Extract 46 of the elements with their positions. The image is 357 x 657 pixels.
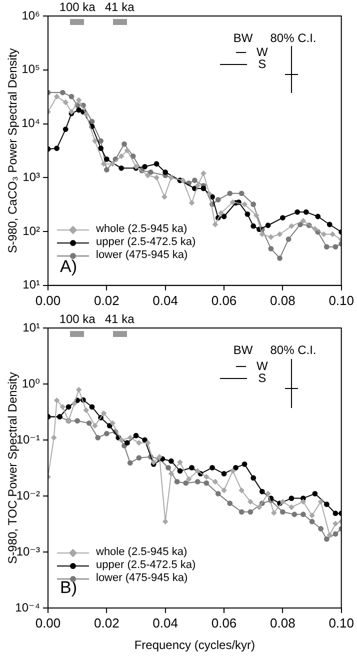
annotation: A) xyxy=(60,256,78,277)
x-tick-label: 0.10 xyxy=(328,615,354,630)
y-tick-label: 10⁵ xyxy=(22,62,40,76)
annotation: W xyxy=(256,358,268,373)
y-axis-title: S-980, CaCO₃ Power Spectral Density xyxy=(6,48,20,254)
y-tick-label: 10³ xyxy=(22,170,40,184)
legend-label: upper (2.5-472.5 ka) xyxy=(96,559,196,572)
y-tick-label: 10¹ xyxy=(22,320,40,334)
text: 100 ka xyxy=(59,312,96,326)
x-tick-label: 0.02 xyxy=(94,615,120,630)
annotation: S xyxy=(258,56,266,71)
legend-label: whole (2.5-945 ka) xyxy=(96,223,188,236)
text: 100 ka xyxy=(59,0,96,14)
y-tick-label: 10² xyxy=(22,224,40,238)
y-tick-label: 10⁻² xyxy=(16,488,40,502)
x-tick-label: 0.04 xyxy=(152,615,178,630)
y-tick-label: 10⁻⁴ xyxy=(15,600,40,614)
annotation: BW xyxy=(233,343,253,358)
legend-label: lower (475-945 ka) xyxy=(96,572,188,585)
annotation: BW xyxy=(233,30,253,45)
y-tick-label: 10¹ xyxy=(22,278,40,292)
annotation: 80% C.I. xyxy=(270,343,316,358)
x-tick-label: 0.08 xyxy=(270,292,296,308)
x-axis-title: Frequency (cycles/kyr) xyxy=(134,638,256,652)
y-tick-label: 10⁻³ xyxy=(16,544,40,558)
y-tick-label: 10⁶ xyxy=(22,8,40,22)
x-tick-label: 0.00 xyxy=(35,615,61,630)
legend-label: lower (475-945 ka) xyxy=(96,249,188,262)
x-tick-label: 0.06 xyxy=(211,615,237,630)
x-tick-label: 0.06 xyxy=(211,292,237,308)
annotation: W xyxy=(256,45,268,60)
x-tick-label: 0.04 xyxy=(152,292,178,308)
y-tick-label: 10⁰ xyxy=(22,376,40,390)
legend-label: whole (2.5-945 ka) xyxy=(96,546,188,559)
x-tick-label: 0.00 xyxy=(35,292,61,308)
x-tick-label: 0.02 xyxy=(94,292,120,308)
annotation: 80% C.I. xyxy=(270,30,316,45)
text: 41 ka xyxy=(104,312,134,326)
x-tick-label: 0.10 xyxy=(328,292,354,308)
annotation: B) xyxy=(60,578,78,598)
text: 41 ka xyxy=(104,0,134,14)
annotation: S xyxy=(258,370,266,385)
y-tick-label: 10⁴ xyxy=(21,116,40,130)
x-tick-label: 0.08 xyxy=(270,615,296,630)
y-tick-label: 10⁻¹ xyxy=(16,432,40,446)
legend-label: upper (2.5-472.5 ka) xyxy=(96,236,196,250)
